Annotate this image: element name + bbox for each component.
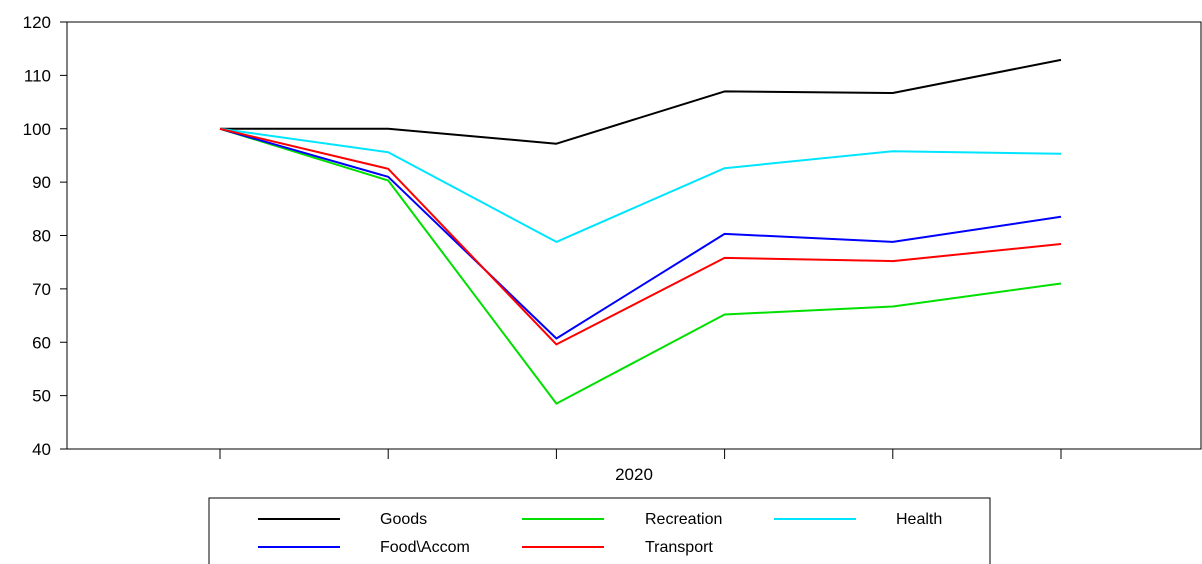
legend-label: Transport: [645, 539, 713, 556]
legend-items: Goods Recreation Health Food\Accom Transport: [258, 511, 942, 556]
y-tick-label: 90: [32, 173, 51, 192]
legend-item: Food\Accom: [258, 539, 470, 556]
y-axis: 40 50 60 70 80 90 100 110 120: [23, 13, 67, 459]
legend-label: Health: [896, 511, 942, 528]
legend-box: [208, 497, 991, 564]
plot-area: [66, 21, 1202, 450]
y-tick-label: 80: [32, 227, 51, 246]
legend-label: Recreation: [645, 511, 722, 528]
legend-item: Health: [774, 511, 942, 528]
series-line: [219, 127, 1062, 340]
y-tick-label: 60: [32, 333, 51, 352]
series-line: [219, 127, 1062, 405]
y-tick-label: 40: [32, 440, 51, 459]
x-axis-label: 2020: [615, 465, 653, 484]
x-axis: [219, 449, 1062, 459]
y-tick-label: 100: [23, 120, 51, 139]
y-tick-label: 70: [32, 280, 51, 299]
y-tick-label: 120: [23, 13, 51, 32]
series-line: [220, 58, 1062, 145]
series-lines: [219, 58, 1062, 405]
legend-item: Goods: [258, 511, 427, 528]
y-tick-label: 110: [24, 66, 51, 85]
legend-item: Recreation: [522, 511, 722, 528]
legend-label: Goods: [380, 511, 427, 528]
series-line: [219, 127, 1062, 243]
y-tick-label: 50: [32, 387, 51, 406]
legend-label: Food\Accom: [380, 539, 470, 556]
legend-item: Transport: [522, 539, 713, 556]
series-line: [219, 127, 1062, 346]
legend: Goods Recreation Health Food\Accom Transport: [208, 497, 991, 564]
